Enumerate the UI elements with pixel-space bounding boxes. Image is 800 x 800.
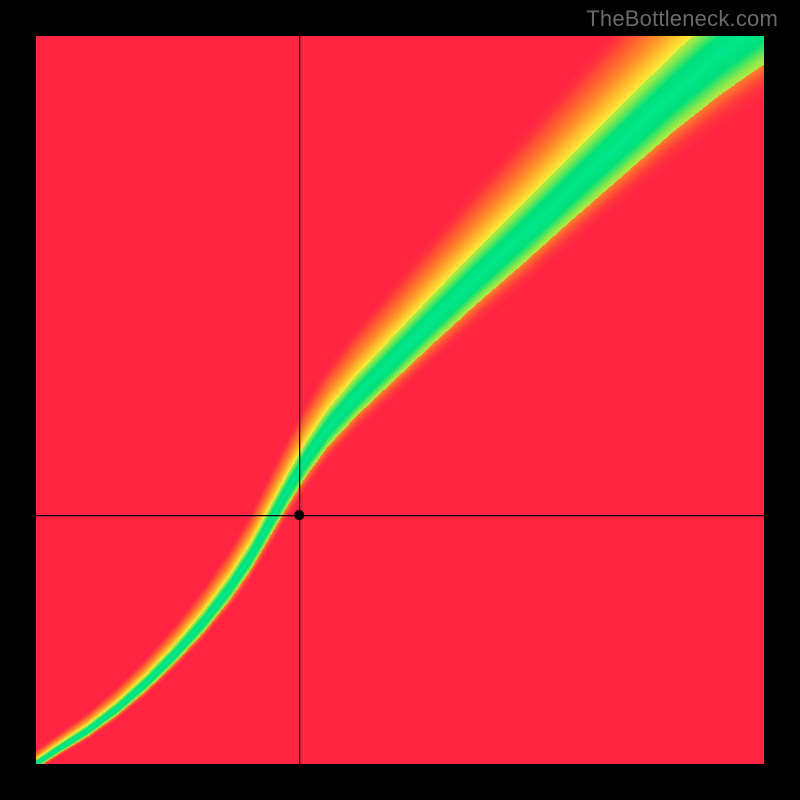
watermark-text: TheBottleneck.com (586, 6, 778, 32)
chart-frame: TheBottleneck.com (0, 0, 800, 800)
bottleneck-heatmap (36, 36, 764, 764)
